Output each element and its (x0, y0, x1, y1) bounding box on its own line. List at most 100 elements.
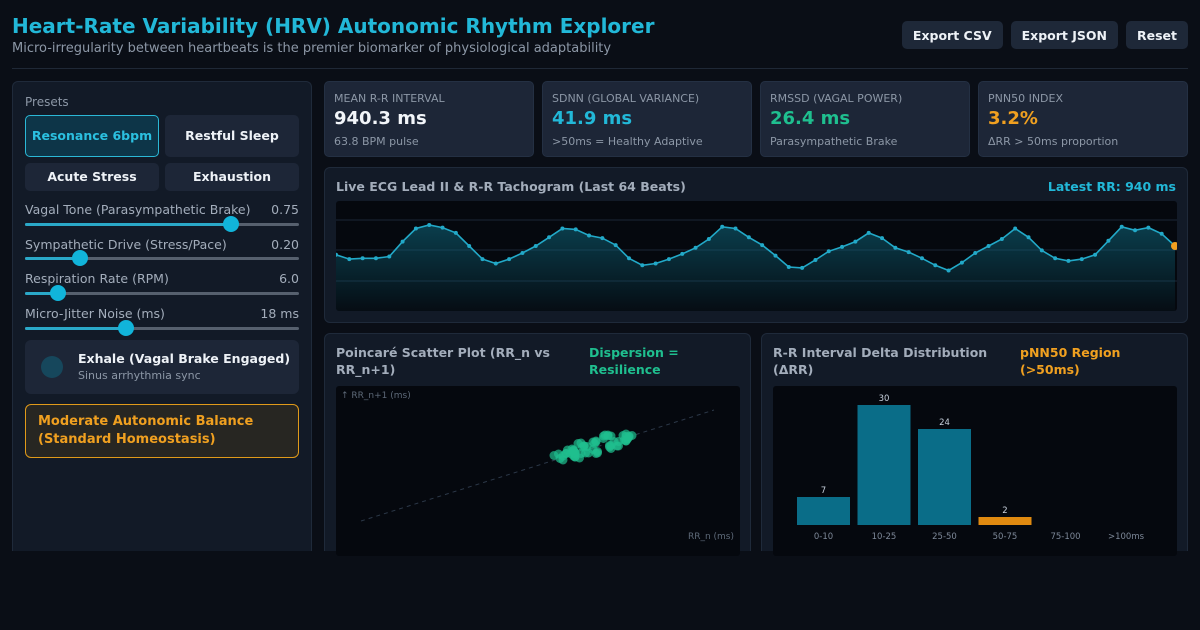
poincare-point (549, 451, 559, 460)
poincare-y-label: ↑ RR_n+1 (ms) (341, 391, 411, 401)
ecg-panel-title: Live ECG Lead II & R-R Tachogram (Last 6… (336, 179, 686, 194)
stat-value: 940.3 ms (334, 108, 427, 129)
rr-point (733, 226, 738, 231)
vagal-tone-label: Vagal Tone (Parasympathetic Brake) (25, 202, 251, 217)
respiration-rate-slider-thumb[interactable] (49, 285, 66, 301)
rr-point (746, 235, 751, 240)
export-json-button[interactable]: Export JSON (1010, 21, 1118, 49)
sympathetic-drive-value: 0.20 (271, 237, 299, 252)
poincare-panel-title: Poincaré Scatter Plot (RR_n vs RR_n+1) (336, 345, 550, 377)
rr-point (507, 257, 512, 262)
rr-point (1079, 257, 1084, 262)
rr-point (786, 265, 791, 269)
stat-subtext: 63.8 BPM pulse (334, 135, 419, 148)
stat-value: 3.2% (988, 108, 1038, 129)
histogram-category-label: 75-100 (1050, 532, 1080, 542)
breath-indicator: Exhale (Vagal Brake Engaged) Sinus arrhy… (25, 340, 299, 394)
stat-subtext: Parasympathetic Brake (770, 135, 898, 148)
rr-point (680, 251, 685, 256)
poincare-point (591, 437, 601, 447)
reset-button[interactable]: Reset (1126, 21, 1188, 49)
rr-point (626, 256, 631, 261)
sympathetic-drive-slider-thumb[interactable] (71, 250, 88, 266)
histogram-bar (978, 517, 1032, 525)
rr-point (1066, 258, 1071, 263)
rr-point (1013, 226, 1018, 231)
rr-point (840, 244, 845, 249)
vagal-tone-value: 0.75 (271, 202, 299, 217)
export-csv-button[interactable]: Export CSV (901, 21, 1003, 49)
delta-histogram-panel: R-R Interval Delta Distribution (ΔRR) pN… (761, 333, 1188, 556)
breath-phase-title: Exhale (Vagal Brake Engaged) (78, 351, 291, 366)
page-subtitle: Micro-irregularity between heartbeats is… (12, 41, 612, 56)
sympathetic-drive-slider[interactable] (25, 250, 299, 266)
poincare-point (558, 455, 568, 465)
rr-point (906, 250, 911, 255)
preset-acute-stress-button[interactable]: Acute Stress (25, 163, 159, 191)
micro-jitter-slider-thumb[interactable] (118, 320, 135, 336)
tachogram-chart (336, 219, 1177, 311)
rr-point (533, 244, 538, 248)
stat-label: MEAN R-R INTERVAL (334, 92, 445, 105)
rr-point (1093, 252, 1098, 257)
histogram-bar-value: 30 (879, 394, 890, 404)
preset-restful-sleep-button[interactable]: Restful Sleep (165, 115, 299, 157)
rr-point (933, 263, 938, 268)
rr-point (547, 235, 552, 240)
preset-exhaustion-button[interactable]: Exhaustion (165, 163, 299, 191)
rr-point (373, 256, 378, 261)
rr-point (560, 226, 565, 231)
rr-point (1026, 235, 1031, 240)
poincare-point (584, 448, 593, 458)
respiration-rate-label: Respiration Rate (RPM) (25, 271, 169, 286)
histogram-category-label: 50-75 (993, 532, 1018, 542)
poincare-point (569, 446, 578, 456)
rr-point (613, 243, 618, 248)
vagal-tone-slider-thumb[interactable] (222, 216, 239, 232)
rr-point (919, 256, 924, 261)
rr-point (1119, 224, 1124, 229)
rr-point (587, 233, 592, 238)
breath-pulse-icon (41, 356, 63, 378)
micro-jitter-slider[interactable] (25, 320, 299, 336)
rr-point (826, 249, 831, 254)
rr-point (520, 251, 525, 255)
histogram-bar-value: 7 (821, 486, 826, 496)
rr-point (813, 258, 818, 262)
identity-line (360, 409, 715, 522)
controls-panel: Presets Resonance 6bpm Restful Sleep Acu… (12, 81, 312, 551)
respiration-rate-slider[interactable] (25, 285, 299, 301)
rr-point (1039, 248, 1044, 253)
stat-subtext: ΔRR > 50ms proportion (988, 135, 1119, 148)
rr-point (1133, 228, 1138, 233)
rr-point (706, 237, 711, 241)
poincare-annotation: Dispersion = Resilience (589, 345, 679, 377)
poincare-point (612, 441, 622, 451)
preset-resonance-button[interactable]: Resonance 6bpm (25, 115, 159, 157)
rr-point (640, 263, 645, 268)
poincare-scatter-chart: ↑ RR_n+1 (ms) RR_n (ms) (341, 391, 734, 542)
rr-point (893, 245, 898, 250)
vagal-tone-slider[interactable] (25, 216, 299, 232)
pnn50-region-annotation: pNN50 Region (>50ms) (1020, 345, 1121, 377)
histogram-category-label: 0-10 (814, 532, 833, 542)
delta-histogram-chart: 7 0-10 30 10-25 24 25-50 2 50-75 75-100 >100ms (797, 394, 1145, 542)
stat-label: PNN50 INDEX (988, 92, 1064, 105)
rr-point (573, 227, 578, 232)
rr-point (866, 230, 871, 235)
rr-point (693, 245, 698, 250)
micro-jitter-label: Micro-Jitter Noise (ms) (25, 306, 165, 321)
rr-point (1053, 256, 1058, 261)
rr-point (400, 239, 405, 244)
stat-card-rmssd: RMSSD (VAGAL POWER) 26.4 ms Parasympathe… (760, 81, 970, 157)
rr-point (986, 244, 991, 248)
sympathetic-drive-label: Sympathetic Drive (Stress/Pace) (25, 237, 227, 252)
histogram-bar (797, 497, 850, 525)
rr-point (467, 244, 472, 248)
rr-point (453, 230, 458, 235)
poincare-panel: Poincaré Scatter Plot (RR_n vs RR_n+1) D… (324, 333, 751, 556)
rr-point (493, 261, 498, 266)
respiration-rate-value: 6.0 (279, 271, 299, 286)
poincare-point (600, 430, 610, 440)
rr-point (600, 236, 605, 241)
